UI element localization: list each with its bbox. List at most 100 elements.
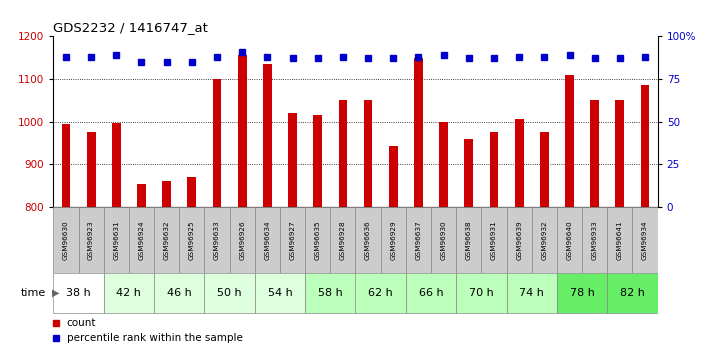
Text: 54 h: 54 h	[267, 288, 292, 298]
Text: count: count	[67, 318, 96, 328]
Text: 38 h: 38 h	[66, 288, 91, 298]
Bar	[331, 207, 356, 273]
Bar	[263, 64, 272, 207]
Bar	[565, 75, 574, 207]
Bar	[188, 177, 196, 207]
Bar	[506, 273, 557, 313]
Bar	[633, 207, 658, 273]
Bar	[53, 207, 78, 273]
Bar	[280, 207, 305, 273]
Bar	[456, 273, 506, 313]
Bar	[137, 184, 146, 207]
Bar	[356, 207, 380, 273]
Text: 78 h: 78 h	[570, 288, 594, 298]
Bar	[456, 207, 481, 273]
Bar	[439, 121, 448, 207]
Text: 74 h: 74 h	[519, 288, 544, 298]
Bar	[532, 207, 557, 273]
Text: 66 h: 66 h	[419, 288, 444, 298]
Text: GSM96639: GSM96639	[516, 220, 522, 259]
Bar	[557, 273, 607, 313]
Text: GSM96927: GSM96927	[289, 220, 296, 259]
Text: 50 h: 50 h	[218, 288, 242, 298]
Bar	[389, 146, 397, 207]
Bar	[406, 273, 456, 313]
Bar	[230, 207, 255, 273]
Text: time: time	[21, 288, 46, 298]
Bar	[380, 207, 406, 273]
Bar	[87, 132, 95, 207]
Text: GSM96924: GSM96924	[139, 220, 144, 259]
Bar	[154, 207, 179, 273]
Text: 82 h: 82 h	[620, 288, 645, 298]
Bar	[506, 207, 532, 273]
Bar	[104, 207, 129, 273]
Bar	[305, 273, 356, 313]
Bar	[590, 100, 599, 207]
Bar	[414, 58, 423, 207]
Bar	[129, 207, 154, 273]
Text: percentile rank within the sample: percentile rank within the sample	[67, 333, 242, 343]
Bar	[641, 85, 649, 207]
Bar	[305, 207, 331, 273]
Text: 62 h: 62 h	[368, 288, 393, 298]
Bar	[515, 119, 523, 207]
Bar	[356, 273, 406, 313]
Text: 42 h: 42 h	[117, 288, 141, 298]
Text: GSM96925: GSM96925	[189, 220, 195, 259]
Bar	[78, 207, 104, 273]
Bar	[557, 207, 582, 273]
Text: GDS2232 / 1416747_at: GDS2232 / 1416747_at	[53, 21, 208, 34]
Text: 46 h: 46 h	[167, 288, 191, 298]
Bar	[464, 139, 474, 207]
Bar	[582, 207, 607, 273]
Text: GSM96635: GSM96635	[315, 220, 321, 259]
Bar	[255, 207, 280, 273]
Bar	[104, 273, 154, 313]
Bar	[154, 273, 205, 313]
Text: GSM96641: GSM96641	[617, 220, 623, 259]
Bar	[607, 273, 658, 313]
Text: GSM96932: GSM96932	[541, 220, 547, 259]
Text: GSM96931: GSM96931	[491, 220, 497, 259]
Bar	[205, 207, 230, 273]
Bar	[616, 100, 624, 207]
Bar	[288, 113, 297, 207]
Text: GSM96930: GSM96930	[441, 220, 447, 259]
Text: GSM96929: GSM96929	[390, 220, 396, 259]
Bar	[314, 115, 322, 207]
Text: GSM96630: GSM96630	[63, 220, 69, 259]
Bar	[540, 132, 549, 207]
Text: GSM96933: GSM96933	[592, 220, 598, 259]
Bar	[338, 100, 347, 207]
Bar	[205, 273, 255, 313]
Bar	[237, 56, 247, 207]
Bar	[255, 273, 305, 313]
Text: 58 h: 58 h	[318, 288, 343, 298]
Bar	[53, 273, 104, 313]
Bar	[62, 124, 70, 207]
Text: GSM96636: GSM96636	[365, 220, 371, 259]
Bar	[607, 207, 633, 273]
Bar	[431, 207, 456, 273]
Text: GSM96934: GSM96934	[642, 220, 648, 259]
Text: GSM96637: GSM96637	[415, 220, 422, 259]
Bar	[406, 207, 431, 273]
Bar	[179, 207, 205, 273]
Text: GSM96632: GSM96632	[164, 220, 170, 259]
Text: 70 h: 70 h	[469, 288, 493, 298]
Bar	[481, 207, 506, 273]
Text: GSM96928: GSM96928	[340, 220, 346, 259]
Bar	[490, 132, 498, 207]
Text: GSM96633: GSM96633	[214, 220, 220, 259]
Bar	[112, 123, 121, 207]
Text: GSM96923: GSM96923	[88, 220, 94, 259]
Bar	[162, 180, 171, 207]
Text: ▶: ▶	[52, 288, 60, 298]
Bar	[213, 79, 221, 207]
Text: GSM96926: GSM96926	[239, 220, 245, 259]
Text: GSM96634: GSM96634	[264, 220, 270, 259]
Text: GSM96638: GSM96638	[466, 220, 472, 259]
Text: GSM96640: GSM96640	[567, 220, 572, 259]
Bar	[364, 100, 373, 207]
